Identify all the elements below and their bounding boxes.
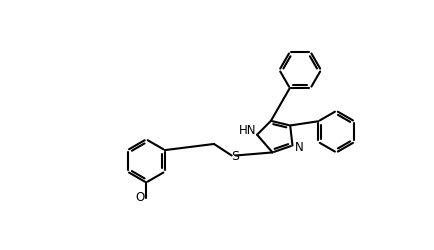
Text: HN: HN — [239, 124, 256, 136]
Text: N: N — [295, 140, 304, 153]
Text: O: O — [135, 191, 145, 204]
Text: S: S — [231, 150, 240, 163]
